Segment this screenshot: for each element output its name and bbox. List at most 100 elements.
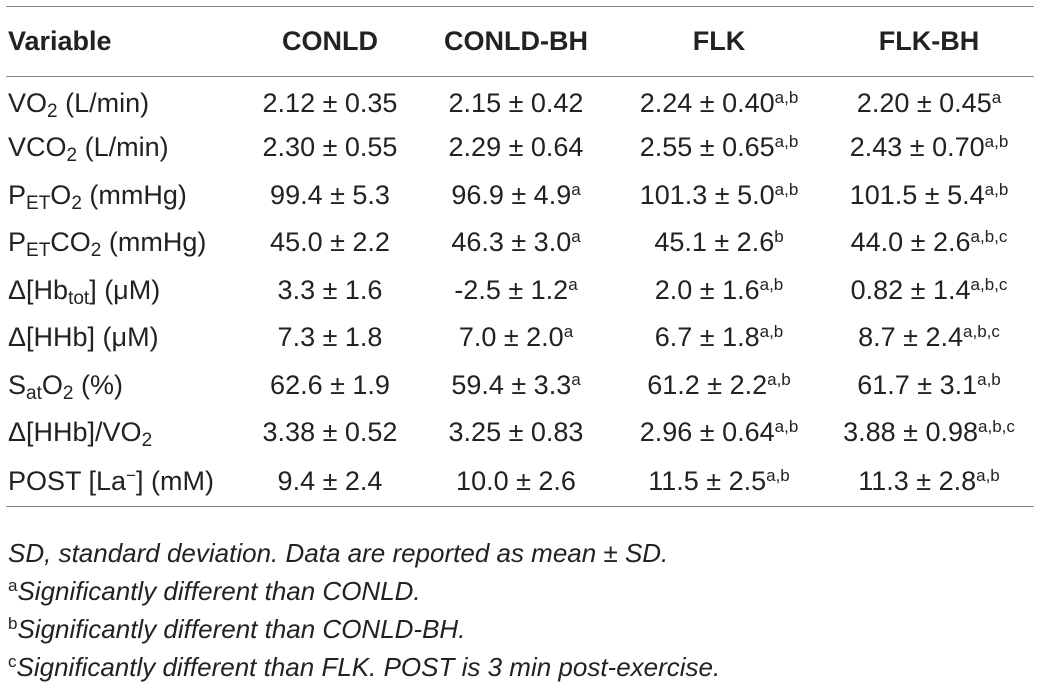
- mean-sd-value: 3.88 ± 0.98: [843, 417, 979, 448]
- mean-sd-value: 3.3 ± 1.6: [277, 274, 383, 305]
- footnote-b-mark: b: [8, 614, 18, 633]
- variable-text: (%): [73, 369, 123, 400]
- value-cell: 11.5 ± 2.5a,b: [614, 457, 824, 507]
- variable-text: (L/min): [57, 88, 150, 118]
- variable-subscript: 2: [62, 382, 74, 404]
- mean-sd-value: 7.0 ± 2.0: [458, 322, 564, 353]
- significance-marker: a: [571, 227, 581, 247]
- value-cell: 3.38 ± 0.52: [242, 409, 418, 457]
- mean-sd-value: 2.29 ± 0.64: [448, 132, 584, 163]
- table-row: Δ[HHb]/VO2 3.38 ± 0.52 3.25 ± 0.83 2.96 ± 0…: [6, 409, 1034, 457]
- table-row: SatO2 (%) 62.6 ± 1.9 59.4 ± 3.3a 61.2 ± 2.2…: [6, 362, 1034, 410]
- value-cell: 45.1 ± 2.6b: [614, 219, 824, 267]
- significance-marker: a,b,c: [970, 274, 1008, 294]
- mean-sd-value: 2.30 ± 0.55: [262, 132, 398, 163]
- significance-marker: a: [568, 274, 578, 294]
- variable-text: (L/min): [77, 132, 169, 163]
- footnote-sd: SD, standard deviation. Data are reporte…: [8, 538, 669, 568]
- variable-cell: PETCO2 (mmHg): [6, 219, 242, 267]
- significance-marker: a,b: [774, 179, 799, 199]
- footnote-a: aSignificantly different than CONLD.: [8, 572, 720, 610]
- mean-sd-value: 45.1 ± 2.6: [654, 227, 775, 258]
- variable-text: CO: [50, 227, 91, 258]
- mean-sd-value: 2.96 ± 0.64: [639, 417, 775, 448]
- significance-marker: a,b: [767, 369, 791, 389]
- value-cell: 2.20 ± 0.45a: [824, 77, 1034, 125]
- mean-sd-value: 96.9 ± 4.9: [451, 179, 572, 210]
- mean-sd-value: 8.7 ± 2.4: [858, 322, 964, 353]
- variable-superscript: −: [126, 465, 136, 485]
- variable-text: VCO: [8, 132, 67, 163]
- value-cell: 2.24 ± 0.40a,b: [614, 77, 824, 125]
- mean-sd-value: 62.6 ± 1.9: [270, 369, 390, 400]
- mean-sd-value: 6.7 ± 1.8: [654, 322, 760, 353]
- variable-subscript: 2: [66, 145, 78, 167]
- variable-cell: Δ[HHb]/VO2: [6, 409, 242, 457]
- variable-subscript: ET: [26, 192, 51, 214]
- variable-text: O: [50, 179, 72, 210]
- value-cell: 7.0 ± 2.0a: [418, 314, 614, 362]
- value-cell: 10.0 ± 2.6: [418, 457, 614, 507]
- value-cell: 101.5 ± 5.4a,b: [824, 172, 1034, 220]
- variable-cell: PETO2 (mmHg): [6, 172, 242, 220]
- value-cell: 2.30 ± 0.55: [242, 124, 418, 172]
- results-table: Variable CONLD CONLD-BH FLK FLK-BH VO2 (…: [6, 6, 1034, 507]
- value-cell: 3.88 ± 0.98a,b,c: [824, 409, 1034, 457]
- variable-text: O: [41, 369, 63, 400]
- variable-subscript: ET: [26, 240, 51, 262]
- value-cell: 2.12 ± 0.35: [242, 77, 418, 125]
- variable-text: POST [La: [8, 465, 127, 496]
- significance-marker: a,b: [984, 179, 1009, 199]
- variable-cell: POST [La−] (mM): [6, 457, 242, 507]
- value-cell: 7.3 ± 1.8: [242, 314, 418, 362]
- value-cell: 61.2 ± 2.2a,b: [614, 362, 824, 410]
- table-row: Δ[HHb] (μM) 7.3 ± 1.8 7.0 ± 2.0a 6.7 ± 1.8 a…: [6, 314, 1034, 362]
- mean-sd-value: 2.55 ± 0.65: [639, 132, 775, 163]
- value-cell: 44.0 ± 2.6a,b,c: [824, 219, 1034, 267]
- variable-text: ] (mM): [136, 465, 214, 496]
- significance-marker: a: [563, 322, 574, 342]
- value-cell: 101.3 ± 5.0a,b: [614, 172, 824, 220]
- significance-marker: a,b,c: [978, 417, 1015, 437]
- variable-cell: VO2 (L/min): [6, 77, 242, 125]
- footnote-c-text: Significantly different than FLK. POST i…: [16, 652, 721, 682]
- mean-sd-value: 2.15 ± 0.42: [448, 88, 584, 118]
- mean-sd-value: 45.0 ± 2.2: [270, 227, 390, 258]
- header-flk-bh: FLK-BH: [878, 26, 980, 56]
- footnote-b: bSignificantly different than CONLD-BH.: [8, 610, 720, 648]
- footnote-b-text: Significantly different than CONLD-BH.: [17, 614, 466, 644]
- significance-marker: a: [571, 179, 581, 199]
- variable-text: ] (μM): [89, 274, 161, 305]
- variable-subscript: 2: [141, 430, 153, 452]
- significance-marker: a,b,c: [970, 227, 1008, 247]
- mean-sd-value: -2.5 ± 1.2: [454, 274, 569, 305]
- variable-text: P: [8, 179, 27, 210]
- mean-sd-value: 10.0 ± 2.6: [456, 465, 576, 496]
- significance-marker: a,b: [774, 88, 799, 107]
- significance-marker: a,b,c: [963, 322, 1000, 342]
- mean-sd-value: 7.3 ± 1.8: [277, 322, 383, 353]
- value-cell: 0.82 ± 1.4a,b,c: [824, 267, 1034, 315]
- mean-sd-value: 44.0 ± 2.6: [850, 227, 971, 258]
- mean-sd-value: 9.4 ± 2.4: [277, 465, 383, 496]
- mean-sd-value: 11.5 ± 2.5: [648, 465, 767, 496]
- value-cell: 2.55 ± 0.65a,b: [614, 124, 824, 172]
- mean-sd-value: 2.12 ± 0.35: [262, 88, 398, 118]
- value-cell: -2.5 ± 1.2a: [418, 267, 614, 315]
- variable-cell: VCO2 (L/min): [6, 124, 242, 172]
- mean-sd-value: 61.7 ± 3.1: [857, 369, 978, 400]
- variable-text: Δ[HHb]/VO: [8, 417, 142, 448]
- table-row: Δ[Hbtot] (μM) 3.3 ± 1.6 -2.5 ± 1.2a 2.0 ± 1…: [6, 267, 1034, 315]
- value-cell: 59.4 ± 3.3a: [418, 362, 614, 410]
- significance-marker: a,b: [977, 369, 1001, 389]
- variable-cell: Δ[Hbtot] (μM): [6, 267, 242, 315]
- significance-marker: a,b: [774, 417, 799, 437]
- value-cell: 96.9 ± 4.9a: [418, 172, 614, 220]
- value-cell: 2.0 ± 1.6a,b: [614, 267, 824, 315]
- significance-marker: a: [571, 369, 581, 389]
- mean-sd-value: 3.25 ± 0.83: [448, 417, 584, 448]
- table-row: PETCO2 (mmHg) 45.0 ± 2.2 46.3 ± 3.0a 45.1 ±…: [6, 219, 1034, 267]
- value-cell: 8.7 ± 2.4a,b,c: [824, 314, 1034, 362]
- variable-cell: Δ[HHb] (μM): [6, 314, 242, 362]
